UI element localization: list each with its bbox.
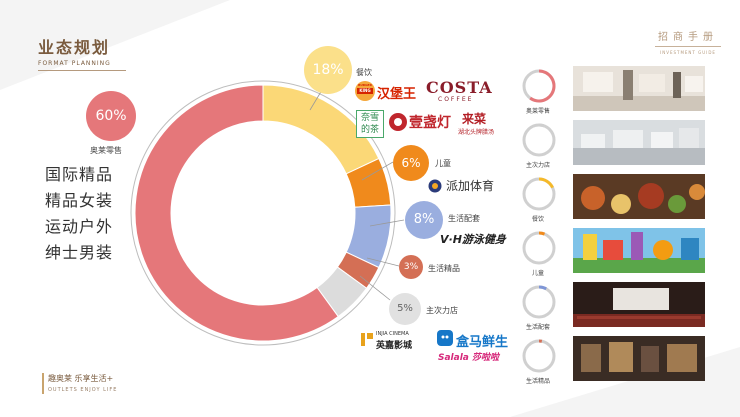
thumbnail-label: 奥莱零售 (525, 108, 550, 115)
thumbnail-label: 儿童 (531, 270, 544, 277)
category-item: 精品女装 (45, 191, 114, 210)
laicai-subtitle: 湖北头牌腊汤 (458, 129, 495, 136)
paijia-logo-icon (428, 178, 442, 193)
retail-label: 奥莱零售 (90, 146, 122, 155)
page-header: 业态规划 FORMAT PLANNING (38, 34, 126, 71)
format-donut-chart (130, 80, 396, 346)
mini-donut-arc (529, 69, 556, 103)
page-subtitle: FORMAT PLANNING (38, 60, 111, 67)
mini-donut-arc (539, 177, 554, 189)
hema-name: 盒马鲜生 (456, 335, 509, 350)
footer-slogan: 趣奥莱 乐享生活+ (48, 374, 114, 383)
naixue-logo: 奈雪 的茶 (356, 110, 384, 138)
boutique-label: 生活精品 (428, 264, 460, 273)
life-percent-badge: 8% (405, 201, 443, 239)
vh-swim-name: V·H游泳健身 (440, 233, 506, 246)
life-label: 生活配套 (448, 214, 480, 223)
retail-category-list: 国际精品 精品女装 运动户外 绅士男装 (45, 162, 113, 266)
laicai-name: 来菜 (462, 112, 487, 126)
mini-donut-icon (522, 123, 556, 157)
kids-label: 儿童 (435, 159, 451, 168)
page-title: 业态规划 (38, 38, 111, 57)
burger-king-logo: BURGER KING (355, 80, 375, 102)
injia-cn-name: 英嘉影城 (376, 341, 413, 351)
dining-percent-badge: 18% (304, 46, 352, 94)
retail-photo (573, 66, 705, 111)
dining-label: 餐饮 (356, 68, 372, 77)
category-item: 绅士男装 (45, 243, 114, 262)
kids-play-photo (573, 228, 705, 273)
boutique-percent-badge: 3% (399, 255, 423, 279)
outer-ring (130, 80, 396, 346)
mini-donut-icon (522, 231, 556, 265)
costa-logo: COSTA (426, 78, 493, 97)
page-footer: 趣奥莱 乐享生活+ OUTLETS ENJOY LIFE (42, 373, 118, 394)
mini-donut-icon (522, 69, 556, 103)
mini-donut-arc (539, 231, 546, 236)
injia-en-name: INJIA CINEMA (376, 331, 409, 337)
anchor-store-photo (573, 120, 705, 165)
retail-percent-badge: 60% (86, 91, 136, 141)
salala-name: Salala 莎啦啦 (438, 353, 500, 363)
yizhandeng-name: 壹盏灯 (409, 115, 451, 131)
divider (655, 46, 721, 47)
thumbnail-label: 餐饮 (531, 216, 544, 223)
mini-donut-icon (522, 339, 556, 373)
thumbnail-label: 生活配套 (525, 324, 550, 331)
kids-percent-badge: 6% (393, 145, 429, 181)
guide-subtitle: INVESTMENT GUIDE (660, 50, 716, 55)
burger-king-name: 汉堡王 (377, 87, 417, 102)
paijia-name: 派加体育 (446, 179, 495, 193)
mini-donut-icon (522, 285, 556, 319)
guide-title: 招商手册 (658, 32, 718, 43)
dining-photo (573, 174, 705, 219)
anchor-percent-badge: 5% (389, 293, 421, 325)
hema-logo-icon (437, 330, 453, 346)
thumbnail-label: 主次力店 (525, 162, 550, 169)
mini-donut-arc (539, 285, 547, 291)
yizhandeng-icon (388, 112, 408, 132)
boutique-photo (573, 336, 705, 381)
mini-donut-arc (539, 339, 543, 343)
anchor-label: 主次力店 (426, 306, 458, 315)
footer-subtitle: OUTLETS ENJOY LIFE (48, 387, 118, 393)
mini-donut-icon (522, 177, 556, 211)
donut-slice-1 (134, 84, 339, 342)
cinema-photo (573, 282, 705, 327)
thumbnail-label: 生活精品 (525, 378, 550, 385)
footer-accent-bar (42, 373, 44, 394)
mini-donut-arc (539, 123, 545, 128)
injia-logo-icon (360, 331, 374, 347)
divider (38, 70, 126, 71)
costa-subtitle: COFFEE (438, 96, 474, 103)
category-item: 国际精品 (45, 165, 114, 184)
guide-header: 招商手册 INVESTMENT GUIDE (650, 28, 726, 55)
category-item: 运动户外 (45, 217, 114, 236)
